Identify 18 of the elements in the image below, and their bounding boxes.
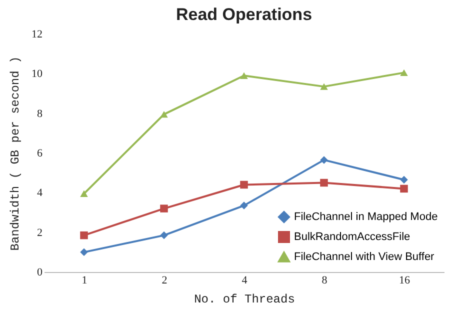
y-tick-label: 10 <box>32 68 43 80</box>
legend-label: FileChannel in Mapped Mode <box>294 211 438 223</box>
legend-label: BulkRandomAccessFile <box>294 231 410 243</box>
y-tick-label: 6 <box>37 148 43 160</box>
x-tick-label: 4 <box>242 274 248 286</box>
legend-label: FileChannel with View Buffer <box>294 251 435 263</box>
x-axis-title: No. of Threads <box>194 292 295 306</box>
y-tick-label: 8 <box>37 108 43 120</box>
y-tick-label: 4 <box>37 187 43 200</box>
y-axis-title: Bandwidth ( GB per second ) <box>8 56 22 251</box>
y-tick-label: 2 <box>37 226 42 239</box>
x-tick-label: 8 <box>322 274 328 286</box>
x-tick-label: 1 <box>82 274 88 286</box>
chart-title: Read Operations <box>176 5 312 24</box>
y-tick-label: 0 <box>37 266 43 278</box>
y-tick-label: 12 <box>32 28 42 40</box>
x-tick-label: 16 <box>399 274 410 286</box>
x-tick-label: 2 <box>162 274 168 286</box>
